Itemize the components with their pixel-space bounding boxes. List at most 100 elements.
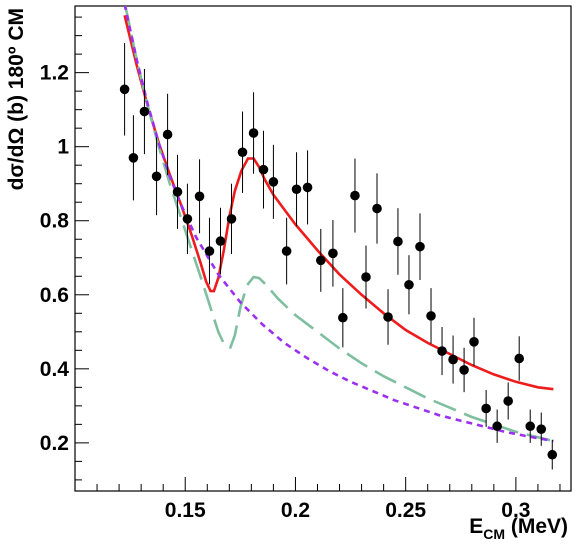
marker	[268, 177, 279, 187]
data-point	[350, 158, 360, 233]
marker	[481, 403, 491, 414]
y-tick-label: 1	[57, 136, 69, 159]
data-point	[393, 208, 403, 275]
marker	[350, 190, 360, 201]
marker	[204, 246, 215, 256]
data-point	[437, 326, 447, 376]
x-tick-label: 0.3	[501, 499, 530, 522]
y-tick-label: 1.2	[40, 62, 69, 85]
marker	[492, 421, 502, 432]
marker	[128, 152, 139, 163]
marker	[328, 248, 338, 259]
data-point	[514, 336, 524, 381]
marker	[469, 336, 479, 347]
data-point	[547, 439, 558, 470]
data-point	[338, 288, 348, 348]
y-axis-title: dσ/dΩ (b) 180º CM	[5, 8, 28, 190]
marker	[459, 365, 469, 375]
marker	[536, 424, 547, 434]
marker	[338, 312, 348, 323]
data-point	[291, 152, 302, 227]
marker	[437, 346, 447, 356]
y-tick-label: 0.6	[40, 284, 69, 307]
marker	[302, 182, 313, 193]
data-point	[415, 213, 425, 280]
data-point	[372, 173, 382, 244]
data-point	[469, 317, 479, 366]
marker	[415, 241, 425, 252]
marker	[383, 312, 393, 322]
plot-frame	[74, 5, 572, 492]
data-point	[215, 207, 226, 275]
marker	[372, 203, 382, 214]
marker	[182, 214, 193, 224]
data-point	[128, 115, 139, 201]
x-axis-title-sub: CM	[483, 526, 505, 542]
data-point	[162, 93, 173, 176]
data-point	[536, 412, 547, 446]
curve-2	[124, 6, 554, 443]
marker	[503, 396, 513, 406]
data-points	[119, 43, 558, 470]
data-point	[258, 130, 269, 209]
data-point	[182, 183, 193, 255]
data-point	[172, 154, 183, 229]
marker	[172, 187, 183, 197]
data-point	[361, 245, 371, 309]
marker	[139, 106, 150, 117]
marker	[393, 236, 403, 247]
data-point	[404, 255, 414, 315]
x-tick-label: 0.25	[385, 499, 426, 522]
data-point	[248, 92, 259, 174]
marker	[426, 311, 436, 321]
data-point	[119, 43, 130, 136]
marker	[226, 214, 237, 224]
data-point	[448, 335, 458, 384]
data-point	[302, 150, 313, 225]
marker	[119, 84, 130, 95]
data-point	[315, 228, 326, 292]
y-tick-label: 0.2	[40, 432, 69, 455]
curve-1	[123, 14, 554, 391]
marker	[258, 164, 269, 175]
marker	[547, 449, 558, 460]
data-point	[525, 409, 536, 443]
x-axis-title-unit: (MeV)	[505, 515, 568, 538]
x-tick-label: 0.2	[281, 499, 310, 522]
data-point	[503, 382, 513, 420]
data-point	[268, 144, 279, 219]
data-point	[383, 289, 393, 345]
marker	[194, 191, 205, 202]
marker	[237, 147, 248, 158]
curve-3	[123, 6, 554, 443]
marker	[281, 246, 292, 256]
marker	[448, 354, 458, 365]
data-point	[459, 347, 469, 393]
data-point	[151, 137, 162, 216]
y-tick-label: 0.8	[40, 210, 70, 233]
data-point	[481, 389, 491, 427]
data-point	[204, 217, 215, 285]
y-tick-label: 0.4	[40, 358, 70, 381]
data-point	[492, 409, 502, 443]
marker	[404, 279, 414, 290]
data-point	[194, 159, 205, 234]
marker	[361, 272, 371, 282]
x-axis: 0.15 0.2 0.25 0.3	[96, 477, 561, 522]
marker	[248, 128, 259, 138]
marker	[162, 129, 173, 140]
marker	[215, 236, 226, 246]
data-point	[139, 68, 150, 155]
marker	[525, 421, 536, 432]
marker	[151, 171, 162, 182]
data-point	[426, 288, 436, 344]
data-point	[328, 219, 338, 287]
marker	[514, 353, 524, 364]
data-point	[237, 111, 248, 193]
data-point	[226, 183, 237, 255]
x-axis-title-main: E	[469, 515, 483, 538]
marker	[315, 255, 326, 266]
model-curves	[123, 6, 554, 443]
y-axis: 0.2 0.4 0.6 0.8 1 1.2	[40, 16, 89, 481]
